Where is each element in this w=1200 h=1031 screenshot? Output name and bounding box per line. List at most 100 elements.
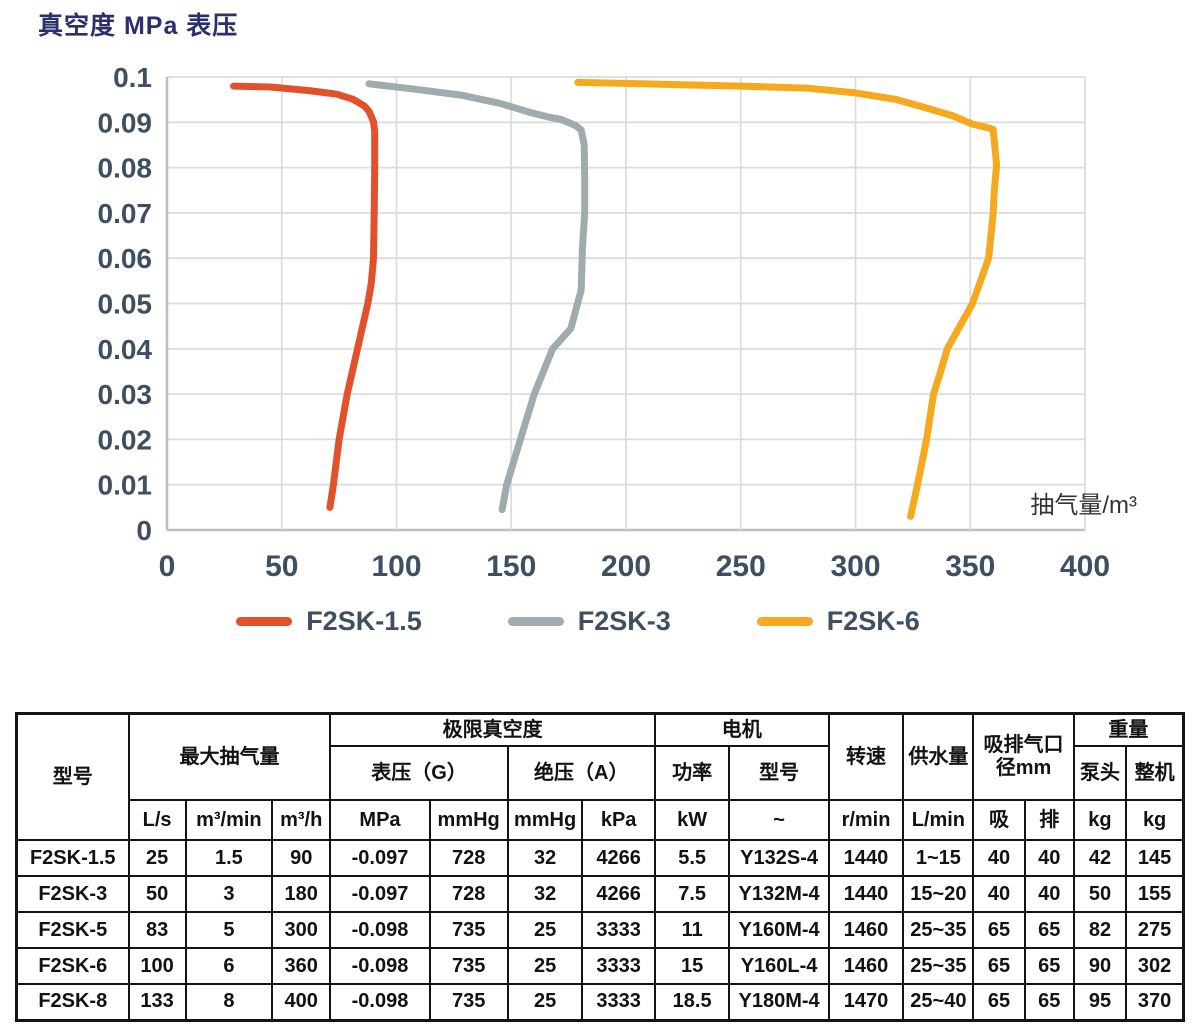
model-cell: F2SK-5 [15, 911, 130, 949]
table-cell: 8 [184, 983, 274, 1021]
unit-mmhg-g: mmHg [428, 799, 509, 841]
x-tick-label: 50 [265, 550, 298, 583]
table-cell: -0.097 [329, 839, 431, 877]
header-speed: 转速 [827, 712, 905, 801]
header-water: 供水量 [902, 712, 975, 801]
table-cell: 40 [972, 839, 1026, 877]
legend-item-F2SK-3: F2SK-3 [507, 606, 671, 637]
x-axis-label: 抽气量/m³ [1030, 492, 1137, 519]
curves [230, 78, 1001, 520]
y-tick-label: 0 [136, 515, 152, 546]
unit-port-out: 排 [1023, 799, 1075, 841]
table-cell: 25~40 [902, 983, 975, 1021]
table-cell: 82 [1072, 911, 1128, 949]
table-cell: Y132M-4 [728, 875, 830, 913]
table-cell: -0.098 [329, 947, 431, 985]
table-cell: 18.5 [653, 983, 731, 1021]
model-cell: F2SK-1.5 [15, 839, 130, 877]
table-row: F2SK-5 83 5 300 -0.098 735 25 3333 11 Y160M-4 1460… [15, 911, 1185, 949]
table-cell: 42 [1072, 839, 1128, 877]
table-cell: 370 [1125, 983, 1185, 1021]
table-cell: 15 [653, 947, 731, 985]
table-cell: 65 [972, 947, 1026, 985]
table-cell: 95 [1072, 983, 1128, 1021]
table-cell: 65 [972, 911, 1026, 949]
table-cell: 1440 [827, 839, 905, 877]
unit-motor-model: ~ [728, 799, 830, 841]
table-cell: 25 [506, 947, 584, 985]
grid-lines [165, 76, 1086, 532]
table-cell: Y180M-4 [728, 983, 830, 1021]
header-max-capacity: 最大抽气量 [127, 712, 332, 801]
unit-kg-pump: kg [1072, 799, 1128, 841]
curve-F2SK-3 [365, 80, 589, 514]
legend-label: F2SK-6 [826, 606, 920, 636]
table-cell: 1~15 [902, 839, 975, 877]
y-tick-label: 0.07 [98, 198, 153, 229]
table-cell: 32 [506, 839, 584, 877]
y-tick-label: 0.06 [98, 243, 153, 274]
header-motor: 电机 [653, 712, 830, 747]
header-weight: 重量 [1072, 712, 1185, 747]
header-absolute: 绝压（A） [506, 745, 656, 801]
curve-F2SK-6 [574, 78, 1001, 520]
table-cell: 4266 [581, 839, 656, 877]
table-cell: 145 [1125, 839, 1185, 877]
table-row: F2SK-6 100 6 360 -0.098 735 25 3333 15 Y160L-4 146… [15, 947, 1185, 985]
table-cell: 275 [1125, 911, 1185, 949]
x-tick-label: 400 [1060, 550, 1110, 583]
y-tick-label: 0.03 [98, 379, 153, 410]
legend-label: F2SK-1.5 [306, 606, 422, 636]
chart-legend: F2SK-1.5 F2SK-3 F2SK-6 [0, 606, 1178, 637]
unit-rmin: r/min [827, 799, 905, 841]
curve-F2SK-1.5 [230, 82, 379, 511]
table-cell: -0.098 [329, 911, 431, 949]
table-cell: 50 [127, 875, 187, 913]
table-row: F2SK-3 50 3 180 -0.097 728 32 4266 7.5 Y132M-4 144… [15, 875, 1185, 913]
legend-item-F2SK-1.5: F2SK-1.5 [236, 606, 422, 637]
table-row: F2SK-1.5 25 1.5 90 -0.097 728 32 4266 5.5 Y132S-4… [15, 839, 1185, 877]
header-ultimate-vacuum: 极限真空度 [329, 712, 656, 747]
table-cell: 1.5 [184, 839, 274, 877]
table-cell: -0.098 [329, 983, 431, 1021]
table-cell: 728 [428, 875, 509, 913]
y-tick-label: 0.08 [98, 153, 153, 184]
header-motor-power: 功率 [653, 745, 731, 801]
table-cell: 7.5 [653, 875, 731, 913]
header-weight-total: 整机 [1125, 745, 1185, 801]
table-cell: 155 [1125, 875, 1185, 913]
x-tick-label: 250 [716, 550, 766, 583]
vacuum-curve-chart: 0 0.01 0.02 0.03 0.04 0.05 0.06 0.07 0.08 0.09 0.1… [98, 62, 1138, 583]
table-cell: 25~35 [902, 947, 975, 985]
legend-swatch-icon [507, 617, 564, 626]
table-cell: 1470 [827, 983, 905, 1021]
table-cell: 65 [1023, 947, 1075, 985]
table-cell: 1440 [827, 875, 905, 913]
table-cell: -0.097 [329, 875, 431, 913]
table-cell: 300 [271, 911, 332, 949]
unit-kpa: kPa [581, 799, 656, 841]
y-tick-label: 0.1 [113, 62, 152, 93]
x-tick-label: 0 [159, 550, 176, 583]
table-cell: 65 [1023, 911, 1075, 949]
x-tick-label: 300 [830, 550, 880, 583]
x-tick-label: 100 [371, 550, 421, 583]
table-cell: 32 [506, 875, 584, 913]
table-cell: 180 [271, 875, 332, 913]
table-cell: 6 [184, 947, 274, 985]
chart-title: 真空度 MPa 表压 [38, 12, 239, 40]
axis-ticks: 0 0.01 0.02 0.03 0.04 0.05 0.06 0.07 0.08 0.09 0.1… [98, 62, 1111, 583]
unit-mpa: MPa [329, 799, 431, 841]
x-tick-label: 150 [486, 550, 536, 583]
table-cell: 3333 [581, 983, 656, 1021]
y-tick-label: 0.09 [98, 107, 153, 138]
unit-ls: L/s [127, 799, 187, 841]
table-cell: 25 [506, 911, 584, 949]
table-cell: 728 [428, 839, 509, 877]
table-cell: 40 [972, 875, 1026, 913]
table-cell: 302 [1125, 947, 1185, 985]
y-tick-label: 0.02 [98, 424, 153, 455]
table-cell: 3 [184, 875, 274, 913]
legend-item-F2SK-6: F2SK-6 [756, 606, 920, 637]
table-cell: 90 [1072, 947, 1128, 985]
